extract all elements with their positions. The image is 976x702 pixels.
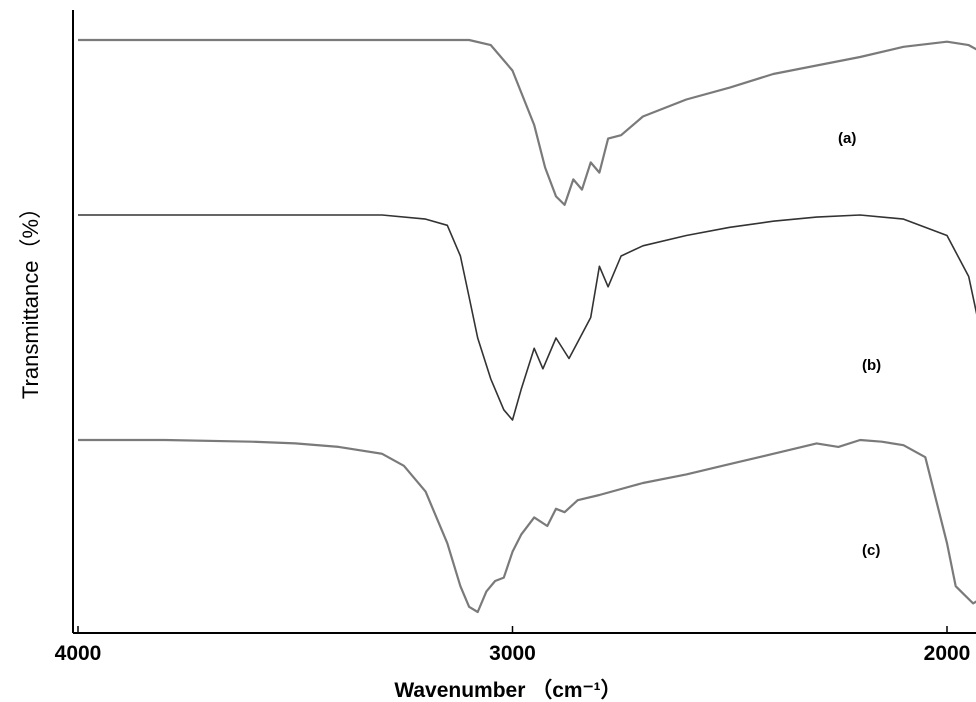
series-line-b	[78, 214, 976, 421]
series-line-c	[78, 438, 976, 614]
x-tick-label: 2000	[924, 642, 971, 665]
x-tick-label: 3000	[489, 642, 536, 665]
y-axis-title: Transmittance（%）	[18, 197, 43, 399]
series-label-a: (a)	[838, 130, 856, 147]
series-label-c: (c)	[862, 542, 880, 559]
series-label-b: (b)	[862, 357, 881, 374]
x-ticks: 4000300020001000500	[55, 626, 971, 665]
x-axis-title: Wavenumber （cm⁻¹）	[394, 678, 621, 702]
axes	[72, 10, 976, 634]
series-line-a	[78, 38, 976, 206]
series-group: (a) (b) (c)	[78, 38, 976, 614]
x-tick-label: 4000	[55, 642, 102, 665]
